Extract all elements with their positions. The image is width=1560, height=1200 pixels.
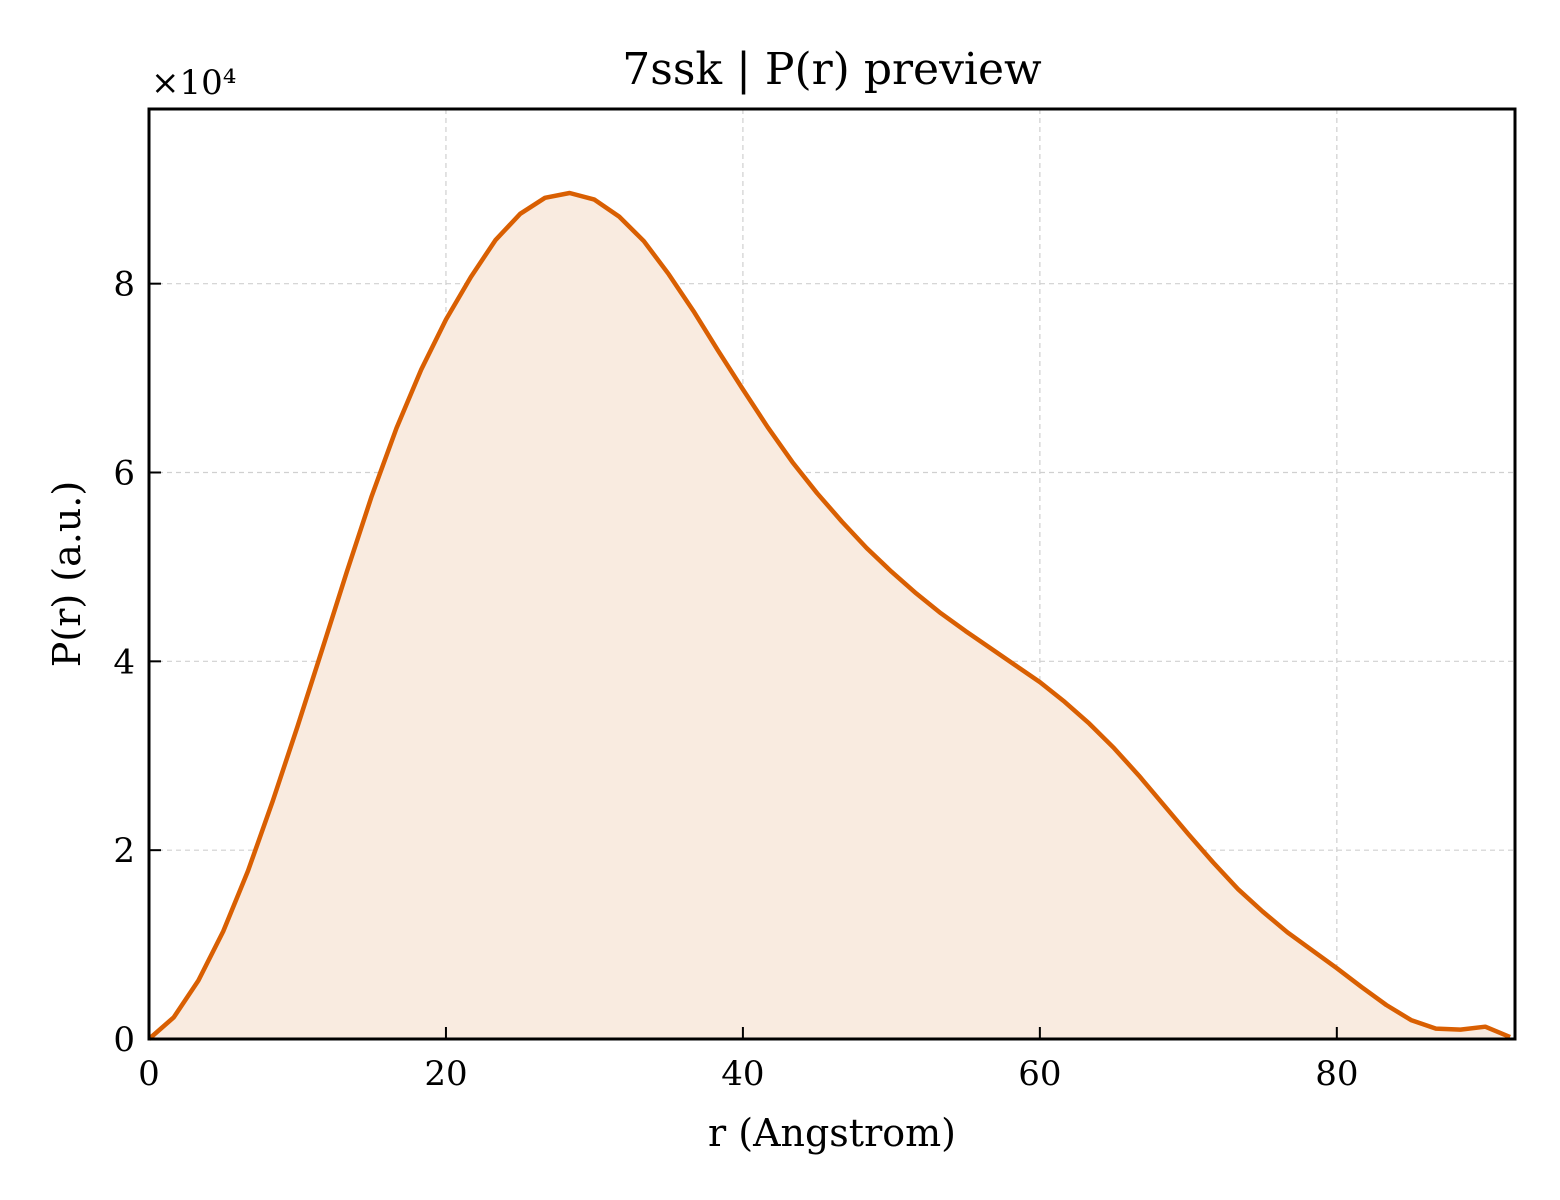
chart-title: 7ssk | P(r) preview [622, 44, 1042, 95]
y-tick-label: 6 [113, 454, 135, 494]
series-line [147, 190, 1511, 1041]
y-tick-label: 0 [113, 1020, 135, 1060]
y-axis-label: P(r) (a.u.) [45, 481, 89, 667]
x-tick-label: 80 [1315, 1054, 1358, 1094]
y-tick-label: 2 [113, 831, 135, 871]
y-tick-label: 4 [113, 642, 135, 682]
x-axis-label: r (Angstrom) [708, 1111, 956, 1155]
x-tick-label: 0 [138, 1054, 160, 1094]
x-tick-label: 20 [424, 1054, 467, 1094]
x-tick-label: 40 [721, 1054, 764, 1094]
series-area-fill [149, 193, 1511, 1039]
y-tick-label: 8 [113, 265, 135, 305]
y-axis-offset-label: ×10⁴ [151, 63, 236, 103]
tick-labels: 0 20 40 60 80 0 2 4 6 8 [113, 265, 1358, 1094]
plot-frame [147, 107, 1517, 1041]
x-tick-label: 60 [1018, 1054, 1061, 1094]
